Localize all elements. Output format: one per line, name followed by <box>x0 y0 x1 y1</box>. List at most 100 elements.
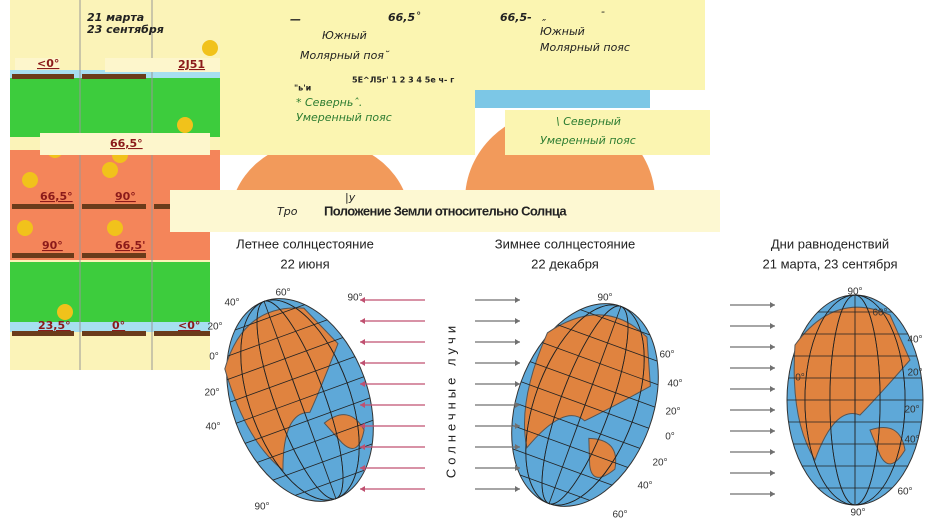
column-heading: Дни равноденствий <box>771 236 889 251</box>
sky-row <box>10 322 220 332</box>
arrow-head <box>515 360 520 366</box>
degree-label: 90° <box>347 293 362 304</box>
date-line: 23 сентября <box>87 23 164 36</box>
ocr-noise: 5Е^Л5г' 1 2 3 4 5е ч- г <box>352 76 454 85</box>
degree-label: 40° <box>205 422 220 433</box>
mark: ″ <box>542 17 547 30</box>
zone-label: Молярный пояс <box>540 41 630 54</box>
angle-label: 90° <box>42 239 63 252</box>
degree-label: 40° <box>224 298 239 309</box>
arrow-head <box>360 402 365 408</box>
arrow-head <box>770 491 775 497</box>
label-bg <box>15 58 60 70</box>
arrow-head <box>515 339 520 345</box>
zone-label: Молярный поя˘ <box>300 49 390 62</box>
text-box <box>220 0 475 155</box>
arrow-head <box>515 402 520 408</box>
figure-title: Положение Земли относительно Солнца <box>324 203 567 218</box>
zone-label: Умеренный пояс <box>540 134 636 147</box>
angle-label: 66,5° <box>110 137 143 150</box>
degree-label: 60° <box>897 487 912 498</box>
arrow-head <box>770 344 775 350</box>
angle-label: 90° <box>115 190 136 203</box>
arrow-head <box>770 470 775 476</box>
degree-label: 20° <box>652 458 667 469</box>
arrow-head <box>515 423 520 429</box>
degree-label: 60° <box>872 308 887 319</box>
meridian <box>525 304 645 506</box>
arrow-head <box>770 365 775 371</box>
zone-label: Южный <box>322 29 367 42</box>
angle: 66,5˚ <box>388 11 421 24</box>
angle: 66,5- <box>500 11 532 24</box>
arrow-head <box>360 318 365 324</box>
arrow-head <box>360 339 365 345</box>
dash: — <box>290 13 301 26</box>
degree-label: 90° <box>597 293 612 304</box>
degree-label: 60° <box>659 350 674 361</box>
text-box <box>470 0 705 90</box>
arrow-head <box>770 323 775 329</box>
globe <box>511 303 659 507</box>
degree-label: 20° <box>665 407 680 418</box>
arrow-head <box>360 444 365 450</box>
arrow-head <box>770 428 775 434</box>
date-line: 21 марта <box>87 11 144 24</box>
arrow-head <box>770 386 775 392</box>
rays-label: Солнечные лучи <box>443 322 458 478</box>
degree-label: 40° <box>637 481 652 492</box>
arrow-head <box>360 360 365 366</box>
label-bg <box>105 58 220 72</box>
meridian <box>804 294 906 506</box>
degree-label: 20° <box>907 368 922 379</box>
arrow-head <box>515 318 520 324</box>
ocr-noise: "ь'и <box>294 84 311 93</box>
degree-label: 90° <box>847 287 862 298</box>
land <box>524 314 651 449</box>
angle-label: 2J51 <box>178 58 205 71</box>
arrow-head <box>515 381 520 387</box>
column-heading: Зимнее солнцестояние <box>495 236 635 251</box>
degree-label: 0° <box>665 432 675 443</box>
green-row <box>10 262 220 322</box>
mark: - <box>601 5 605 18</box>
land <box>323 414 365 449</box>
arrow-head <box>770 407 775 413</box>
column-heading: Летнее солнцестояние <box>236 236 374 251</box>
column-date: 22 июня <box>280 256 329 271</box>
figure: Положение Земли относительно Солнца Летне… <box>204 203 924 521</box>
title-banner <box>170 190 720 232</box>
degree-label: 60° <box>612 510 627 521</box>
arrow-head <box>360 297 365 303</box>
angle-label: 23,5° <box>38 319 71 332</box>
arrow-head <box>360 423 365 429</box>
arrow-head <box>770 449 775 455</box>
degree-label: 90° <box>254 502 269 513</box>
degree-label: 20° <box>204 388 219 399</box>
angle-label: <0° <box>37 57 59 70</box>
arrow-head <box>770 302 775 308</box>
arrow-head <box>515 486 520 492</box>
degree-label: 90° <box>850 508 865 519</box>
text-box <box>505 110 710 155</box>
zone-label: * Северньˆ. <box>296 96 362 109</box>
arrow-head <box>360 381 365 387</box>
fragment: |у <box>345 191 356 204</box>
globe <box>786 294 924 506</box>
globe-fragment <box>470 88 650 108</box>
angle-label: 0° <box>112 319 125 332</box>
degree-label: 20° <box>207 322 222 333</box>
arrow-head <box>360 465 365 471</box>
degree-label: 40° <box>907 335 922 346</box>
arrow-head <box>515 297 520 303</box>
zone-label: Умеренный пояс <box>296 111 392 124</box>
zone-label: \ Северный <box>556 115 621 128</box>
degree-label: 0° <box>209 352 219 363</box>
angle-label: <0° <box>178 319 200 332</box>
arrow-head <box>515 465 520 471</box>
arrow-head <box>515 444 520 450</box>
column-date: 22 декабря <box>531 256 599 271</box>
angle-label: 66,5° <box>40 190 73 203</box>
column-date: 21 марта, 23 сентября <box>763 256 898 271</box>
